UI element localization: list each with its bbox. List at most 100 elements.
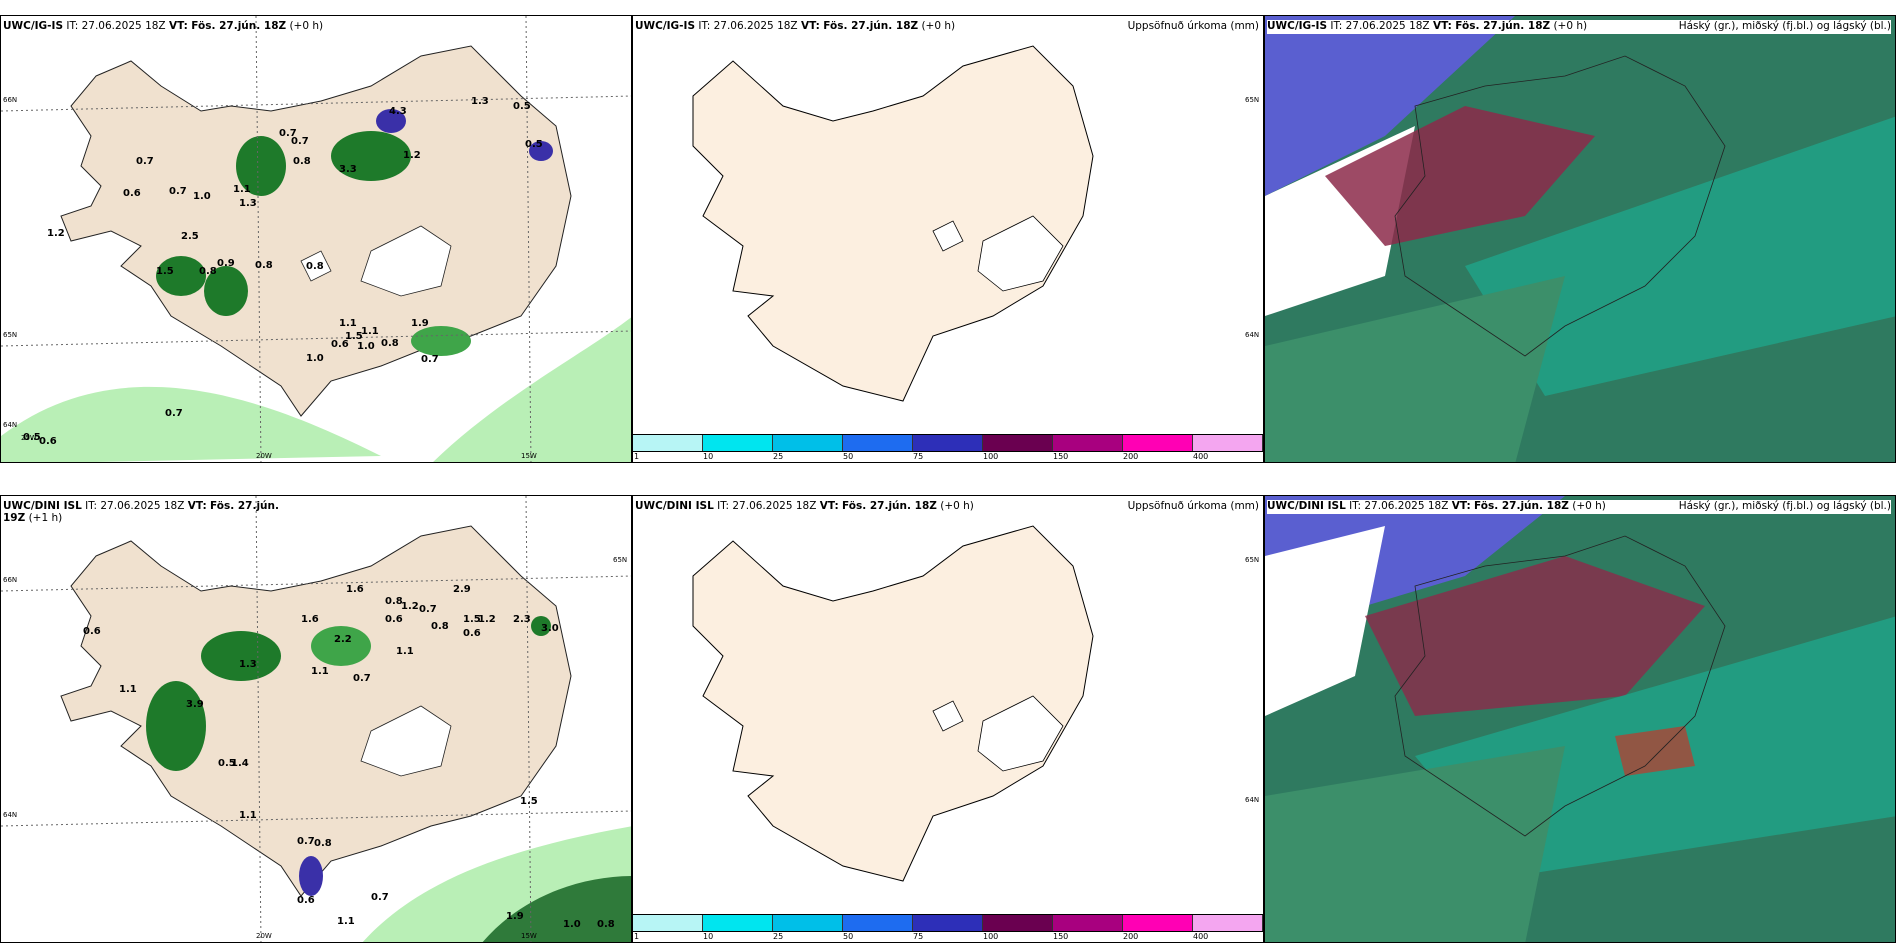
colorbar-tick: 50: [843, 932, 854, 941]
value-label: 0.7: [421, 354, 439, 365]
value-label: 1.5: [156, 266, 174, 277]
value-label: 0.8: [597, 919, 615, 930]
panel-header: UWC/DINI ISL IT: 27.06.2025 18Z VT: Fös.…: [3, 500, 279, 524]
value-label: 0.5: [513, 101, 531, 112]
cloud-cover-map-bottom: UWC/DINI ISL IT: 27.06.2025 18Z VT: Fös.…: [1264, 495, 1896, 943]
sea-precip-shade: [1, 386, 381, 462]
value-label: 1.6: [346, 584, 364, 595]
value-label: 3.9: [186, 699, 204, 710]
panel-header: UWC/DINI ISL IT: 27.06.2025 18Z VT: Fös.…: [635, 500, 1259, 512]
glacier: [300, 250, 332, 282]
value-label: 1.3: [239, 198, 257, 209]
colorbar-tick: 50: [843, 452, 854, 461]
value-label: 1.3: [239, 659, 257, 670]
glacier: [932, 220, 964, 252]
glacier: [360, 705, 452, 777]
lat-label: 65N: [3, 331, 18, 339]
value-label: 1.9: [506, 911, 524, 922]
value-label: 0.8: [385, 596, 403, 607]
value-label: 0.6: [297, 895, 315, 906]
value-label: 1.5: [520, 796, 538, 807]
glacier: [360, 225, 452, 297]
value-label: 1.1: [361, 326, 379, 337]
value-label: 0.6: [83, 626, 101, 637]
value-label: 3.0: [541, 623, 559, 634]
value-label: 0.8: [199, 266, 217, 277]
lon-label: 15W: [521, 932, 537, 940]
value-label: 0.6: [463, 628, 481, 639]
lat-label: 65N: [1245, 96, 1260, 104]
precip-cells: [146, 616, 551, 896]
value-label: 1.6: [301, 614, 319, 625]
lat-label: 65N: [1245, 556, 1260, 564]
lon-label: 20W: [256, 452, 272, 460]
colorbar-tick: 25: [773, 932, 784, 941]
panel-title-right: Háský (gr.), miðský (fj.bl.) og lágský (…: [1678, 20, 1891, 32]
colorbar-tick: 400: [1193, 932, 1209, 941]
colorbar-tick: 75: [913, 932, 924, 941]
value-label: 0.5: [23, 432, 41, 443]
map-canvas: [692, 525, 1094, 882]
value-label: 0.6: [331, 339, 349, 350]
value-label: 2.5: [181, 231, 199, 242]
graticule: [1, 16, 631, 462]
iceland-outline: [1394, 535, 1726, 837]
value-label: 0.7: [169, 186, 187, 197]
colorbar-tick: 1: [634, 452, 640, 461]
lat-label: 64N: [1245, 331, 1260, 339]
value-label: 1.2: [478, 614, 496, 625]
lat-label: 66N: [3, 576, 18, 584]
high-cloud-band: [1365, 556, 1705, 716]
value-label: 1.1: [311, 666, 329, 677]
glacier: [977, 695, 1064, 772]
value-label: 1.5: [463, 614, 481, 625]
colorbar-swatch: [1123, 915, 1193, 931]
precip-colorbar: [633, 914, 1263, 932]
value-label: 2.9: [453, 584, 471, 595]
panel-header: UWC/IG-IS IT: 27.06.2025 18Z VT: Fös. 27…: [3, 20, 324, 32]
value-label: 1.1: [339, 318, 357, 329]
iceland-landmass: [692, 45, 1094, 402]
map-canvas: [692, 45, 1094, 402]
colorbar-swatch: [633, 435, 703, 451]
value-label: 1.5: [345, 331, 363, 342]
panel-title-right: Uppsöfnuð úrkoma (mm): [1127, 20, 1259, 32]
colorbar-tick: 100: [983, 452, 999, 461]
value-label: 0.7: [165, 408, 183, 419]
value-label: 1.0: [193, 191, 211, 202]
precip-colorbar: [633, 434, 1263, 452]
panel-header: UWC/DINI ISL IT: 27.06.2025 18Z VT: Fös.…: [1267, 500, 1891, 514]
colorbar-tick: 10: [703, 932, 714, 941]
colorbar-swatch: [983, 915, 1053, 931]
accumulated-precip-map-top: UWC/IG-IS IT: 27.06.2025 18Z VT: Fös. 27…: [632, 15, 1264, 463]
colorbar-swatch: [913, 915, 983, 931]
value-label: 0.8: [293, 156, 311, 167]
graticule: [1, 496, 631, 942]
colorbar-tick: 25: [773, 452, 784, 461]
glacier: [977, 215, 1064, 292]
precip-wind-map-bottom: UWC/DINI ISL IT: 27.06.2025 18Z VT: Fös.…: [0, 495, 632, 943]
value-label: 0.7: [419, 604, 437, 615]
colorbar-tick: 200: [1123, 932, 1139, 941]
value-label: 0.6: [385, 614, 403, 625]
colorbar-tick: 200: [1123, 452, 1139, 461]
value-label: 1.1: [119, 684, 137, 695]
value-label: 4.3: [389, 106, 407, 117]
value-label: 0.7: [297, 836, 315, 847]
iceland-outline: [1394, 55, 1726, 357]
colorbar-swatch: [703, 915, 773, 931]
lon-label: 25W: [21, 434, 37, 442]
value-label: 0.8: [314, 838, 332, 849]
value-label: 1.0: [357, 341, 375, 352]
value-label: 2.3: [513, 614, 531, 625]
colorbar-tick: 400: [1193, 452, 1209, 461]
high-cloud-band: [1325, 106, 1595, 246]
value-label: 1.0: [306, 353, 324, 364]
value-label: 1.1: [233, 184, 251, 195]
value-label: 0.9: [217, 258, 235, 269]
value-label: 0.8: [381, 338, 399, 349]
map-canvas: [1, 16, 631, 462]
lat-label: 65N: [613, 556, 628, 564]
panel-header: UWC/IG-IS IT: 27.06.2025 18Z VT: Fös. 27…: [1267, 20, 1891, 34]
lat-label: 64N: [3, 811, 18, 819]
